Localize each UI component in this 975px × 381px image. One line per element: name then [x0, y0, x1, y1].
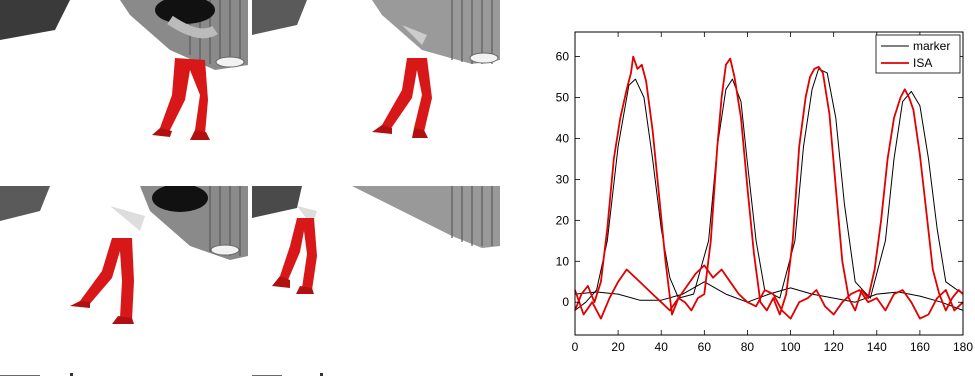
y-tick-label: 0: [562, 295, 569, 309]
x-tick-label: 80: [741, 340, 755, 354]
video-frame-1: [0, 0, 248, 180]
y-tick-label: 40: [556, 131, 570, 145]
chart-svg: 0 20 40 60 80 100 120 140 160 180 0 10 20 30 40 50 60 ma…: [556, 31, 973, 354]
x-tick-label: 120: [824, 340, 844, 354]
x-tick-label: 180: [953, 340, 973, 354]
video-frame-5: [0, 366, 248, 376]
legend-box: [875, 34, 961, 74]
plot-lines: [574, 55, 964, 320]
x-tick-label: 20: [611, 340, 625, 354]
video-frame-6: [252, 366, 500, 376]
video-frame-4: [252, 186, 500, 366]
video-frame-2: [252, 0, 500, 180]
legend-label-isa: ISA: [913, 56, 932, 70]
video-frame-3: [0, 186, 248, 366]
axis-ticks: 0 20 40 60 80 100 120 140 160 180 0 10 20 30 40 50 60: [556, 32, 973, 354]
y-tick-label: 20: [556, 213, 570, 227]
series-isa-line-1: [574, 55, 964, 316]
walking-frames-panel: [0, 0, 500, 376]
x-tick-label: 0: [572, 340, 579, 354]
x-tick-label: 160: [910, 340, 930, 354]
series-isa-line-2: [574, 264, 964, 320]
x-tick-label: 100: [781, 340, 801, 354]
plot-frame: [574, 31, 964, 336]
y-tick-label: 10: [556, 254, 570, 268]
y-tick-label: 50: [556, 91, 570, 105]
legend-label-marker: marker: [913, 39, 950, 53]
x-tick-label: 140: [867, 340, 887, 354]
y-tick-label: 30: [556, 172, 570, 186]
x-tick-label: 60: [698, 340, 712, 354]
line-chart: 0 20 40 60 80 100 120 140 160 180 0 10 20 30 40 50 60 ma…: [540, 20, 975, 376]
x-tick-label: 40: [655, 340, 669, 354]
legend: marker ISA: [875, 34, 961, 74]
series-marker-line-1: [574, 68, 964, 311]
y-tick-label: 60: [556, 50, 570, 64]
